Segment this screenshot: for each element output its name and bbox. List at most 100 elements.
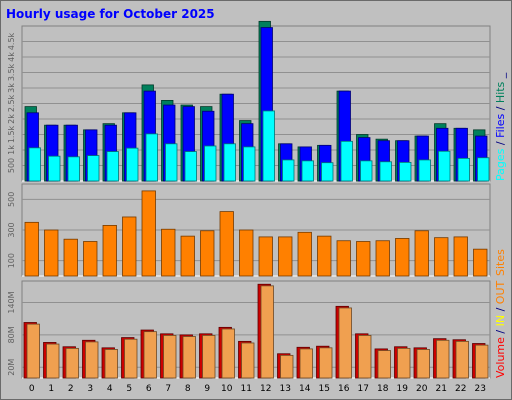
volume-bar-out-23 xyxy=(475,344,489,379)
volume-plot-area xyxy=(21,280,491,379)
requests-legend-item: Hits xyxy=(494,81,507,103)
requests-y-tick-label: 2.5k xyxy=(7,94,16,112)
volume-legend-item: OUT xyxy=(494,280,507,304)
sites-bar-sites-21 xyxy=(434,237,449,277)
volume-bar-out-20 xyxy=(416,349,430,379)
x-tick-label-18: 18 xyxy=(377,384,389,394)
sites-bar-sites-15 xyxy=(317,235,332,277)
volume-bar-out-4 xyxy=(104,349,118,379)
x-tick-label-10: 10 xyxy=(221,384,233,394)
sites-bar-sites-2 xyxy=(63,238,78,277)
x-tick-label-22: 22 xyxy=(455,384,466,394)
x-tick-label-21: 21 xyxy=(436,384,447,394)
volume-bar-out-16 xyxy=(338,307,352,379)
sites-bar-sites-12 xyxy=(258,236,273,277)
x-tick-label-14: 14 xyxy=(299,384,311,394)
x-tick-label-4: 4 xyxy=(107,384,113,394)
sites-bar-sites-10 xyxy=(219,211,234,277)
requests-bar-pages-23 xyxy=(477,157,490,182)
volume-bar-out-11 xyxy=(241,342,255,379)
volume-bar-out-15 xyxy=(319,347,333,379)
sites-bar-sites-6 xyxy=(141,190,156,277)
requests-legend-item: Pages xyxy=(494,148,507,181)
x-tick-label-17: 17 xyxy=(358,384,369,394)
x-tick-label-20: 20 xyxy=(416,384,428,394)
volume-bar-out-13 xyxy=(280,354,294,379)
sites-panel: 100 300 500 Sites xyxy=(7,183,507,277)
x-tick-label-19: 19 xyxy=(397,384,409,394)
requests-bar-pages-22 xyxy=(457,157,470,182)
volume-bar-out-3 xyxy=(85,341,99,379)
requests-bar-pages-11 xyxy=(243,146,256,182)
volume-bar-out-10 xyxy=(221,328,235,379)
x-tick-label-13: 13 xyxy=(280,384,291,394)
volume-bar-out-14 xyxy=(299,348,313,379)
x-tick-label-7: 7 xyxy=(165,384,171,394)
requests-bar-pages-8 xyxy=(184,151,197,182)
sites-bar-sites-18 xyxy=(375,240,390,277)
volume-bar-out-9 xyxy=(202,335,216,379)
volume-bar-out-0 xyxy=(26,323,40,379)
sites-bar-sites-0 xyxy=(24,221,39,277)
volume-bar-out-1 xyxy=(46,343,60,379)
requests-y-tick-label: 500 xyxy=(7,158,16,173)
sites-bar-sites-8 xyxy=(180,235,195,277)
x-tick-label-23: 23 xyxy=(475,384,486,394)
volume-legend-item: / xyxy=(494,304,507,315)
requests-bar-pages-9 xyxy=(204,145,217,182)
sites-bar-sites-4 xyxy=(102,224,117,277)
volume-legend: Volume / IN / OUT xyxy=(494,280,507,378)
volume-legend-item: IN xyxy=(494,315,507,326)
sites-legend: Sites xyxy=(494,249,507,276)
requests-bar-pages-13 xyxy=(282,159,295,182)
requests-y-tick-label: 4k xyxy=(7,52,16,62)
requests-y-tick-label: 1k xyxy=(7,145,16,155)
sites-bar-sites-16 xyxy=(336,240,351,277)
sites-legend-item: Sites xyxy=(494,249,507,276)
sites-bar-sites-13 xyxy=(278,236,293,277)
requests-bar-pages-14 xyxy=(301,160,314,182)
requests-bar-pages-7 xyxy=(165,143,178,182)
volume-bar-out-19 xyxy=(397,347,411,379)
volume-panel: 20M 80M 140M Volume / IN / OUT xyxy=(7,280,507,379)
x-tick-label-2: 2 xyxy=(68,384,74,394)
requests-legend-item: Files xyxy=(494,114,507,138)
x-tick-label-15: 15 xyxy=(319,384,330,394)
x-tick-label-8: 8 xyxy=(185,384,191,394)
volume-bar-out-5 xyxy=(124,338,138,379)
sites-bar-sites-9 xyxy=(200,230,215,277)
requests-y-tick-label: 4.5k xyxy=(7,32,16,50)
volume-bar-out-22 xyxy=(455,340,469,379)
sites-bar-sites-3 xyxy=(83,241,98,277)
volume-legend-item: Volume xyxy=(494,337,507,378)
sites-bar-sites-23 xyxy=(473,248,488,277)
requests-legend-item: / xyxy=(494,103,507,114)
volume-bar-out-17 xyxy=(358,335,372,379)
requests-y-tick-label: 3.5k xyxy=(7,63,16,81)
requests-y-tick-label: 2k xyxy=(7,114,16,124)
sites-bar-sites-1 xyxy=(44,229,59,277)
requests-bar-pages-0 xyxy=(28,147,41,182)
x-tick-label-3: 3 xyxy=(87,384,93,394)
volume-bar-out-12 xyxy=(260,285,274,379)
x-tick-label-11: 11 xyxy=(241,384,252,394)
sites-bar-sites-22 xyxy=(453,236,468,277)
requests-bar-pages-10 xyxy=(223,143,236,182)
requests-bar-pages-16 xyxy=(340,140,353,182)
requests-bar-pages-19 xyxy=(399,161,412,182)
volume-bar-out-8 xyxy=(182,336,196,379)
x-tick-label-0: 0 xyxy=(29,384,35,394)
x-tick-label-6: 6 xyxy=(146,384,152,394)
x-tick-label-1: 1 xyxy=(48,384,54,394)
volume-legend-item: / xyxy=(494,326,507,337)
sites-bar-sites-5 xyxy=(122,216,137,277)
chart-title: Hourly usage for October 2025 xyxy=(6,7,215,21)
sites-bar-sites-14 xyxy=(297,231,312,277)
x-tick-label-12: 12 xyxy=(260,384,271,394)
sites-y-tick-label: 100 xyxy=(7,253,16,268)
volume-bar-out-21 xyxy=(436,339,450,379)
requests-legend-item: / xyxy=(494,138,507,149)
